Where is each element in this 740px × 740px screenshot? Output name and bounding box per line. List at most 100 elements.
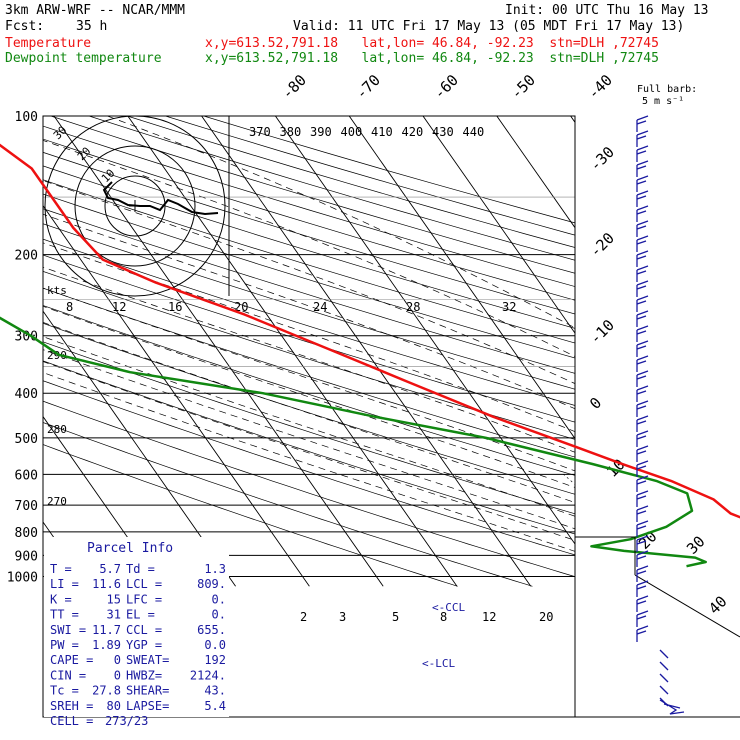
theta-e-label: 270	[47, 495, 67, 508]
parcel-info-key: LCL =	[126, 577, 162, 591]
theta-e-label: 290	[47, 349, 67, 362]
pressure-label: 200	[15, 249, 38, 264]
wind-barb-flag	[636, 480, 647, 485]
isotherm-label: -70	[352, 71, 384, 103]
wind-barb-flag	[636, 510, 647, 515]
plot-frame	[42, 115, 576, 718]
parcel-info-value: 80	[107, 699, 121, 713]
mixing-ratio-label: 8	[440, 610, 447, 624]
hodograph-ring	[74, 145, 196, 267]
pressure-label: 800	[15, 526, 38, 541]
wind-barb-flag	[636, 195, 647, 200]
isotherm-label: 40	[705, 592, 731, 618]
pressure-label: 600	[15, 468, 38, 483]
isotherm-line	[43, 310, 236, 587]
temperature-point-info: x,y=613.52,791.18 lat,lon= 46.84, -92.23…	[205, 36, 659, 51]
isotherm-line	[43, 204, 310, 587]
plot-area	[43, 116, 740, 587]
parcel-info-key: EL =	[126, 608, 155, 622]
parcel-info-value: 31	[107, 608, 121, 622]
mixing-ratio-top-label: 8	[66, 300, 73, 314]
wind-barb-flag	[636, 415, 649, 421]
pressure-label: 700	[15, 499, 38, 514]
wind-barb-flag	[636, 520, 649, 526]
wind-barb-flag	[636, 270, 647, 275]
wind-barb-flag	[636, 555, 647, 560]
parcel-info-value: 43.	[204, 684, 226, 698]
parcel-info-key: SREH =	[50, 699, 93, 713]
wind-barb-flag	[636, 385, 649, 391]
moist-adiabat-line	[43, 180, 575, 384]
wind-barb-flag	[636, 355, 649, 361]
wind-barb-flag	[636, 210, 647, 215]
hodograph-ring-label: 30	[51, 124, 70, 143]
wind-barb-flag	[636, 225, 647, 230]
dry-adiabat-line	[43, 444, 458, 587]
pressure-label: 500	[15, 432, 38, 447]
mixing-ratio-line	[697, 474, 740, 586]
wind-barb-flag	[636, 150, 647, 155]
dry-adiabat-line	[43, 360, 575, 535]
dry-adiabat-line	[43, 322, 575, 495]
wind-barb-flag	[636, 340, 649, 346]
parcel-info-key: CELL =	[50, 714, 93, 728]
wind-barb-flag	[636, 445, 649, 451]
isotherm-line	[496, 116, 575, 229]
wind-barb-flag	[636, 600, 647, 605]
wind-barb-flag	[636, 145, 649, 151]
parcel-info-key: LAPSE=	[126, 699, 169, 713]
wind-barb-flag	[636, 250, 649, 256]
wind-barb-flag	[636, 630, 647, 635]
parcel-info-key: SHEAR=	[126, 684, 169, 698]
wind-barb-flag	[636, 535, 649, 541]
pressure-label: 300	[15, 330, 38, 345]
parcel-info-value: 273/23	[105, 714, 148, 728]
theta-label: 410	[371, 125, 393, 139]
wind-barb-flag	[636, 390, 647, 395]
isotherm-label: -40	[584, 71, 616, 103]
wind-barb-flag	[636, 615, 647, 620]
parcel-info-key: SWEAT=	[126, 653, 169, 667]
wind-barb-flag	[636, 595, 649, 601]
mixing-ratio-label: 20	[539, 610, 553, 624]
parcel-info-value: 0.	[212, 592, 226, 606]
wind-barb-flag	[636, 235, 649, 241]
theta-label: 400	[341, 125, 363, 139]
parcel-info-value: 11.6	[92, 577, 121, 591]
wind-barb-flag	[636, 580, 649, 586]
parcel-info-value: 11.7	[92, 623, 121, 637]
parcel-info-key: LFC =	[126, 592, 162, 606]
parcel-info-value: 2124.	[190, 668, 226, 682]
parcel-info-value: 1.3	[204, 562, 226, 576]
wind-barb-flag	[636, 130, 649, 136]
wind-barb-flag	[636, 370, 649, 376]
dry-adiabat-line	[43, 400, 575, 578]
temperature-legend: Temperature	[5, 36, 92, 51]
isotherm-label: -10	[586, 316, 618, 348]
moist-adiabat-line	[43, 321, 575, 503]
dry-adiabat-line	[43, 270, 575, 440]
wind-barb-flag	[636, 180, 647, 185]
parcel-info-value: 655.	[197, 623, 226, 637]
dry-adiabat-line	[43, 193, 575, 359]
moist-adiabat-line	[43, 139, 575, 357]
theta-label: 420	[402, 125, 424, 139]
wind-barb-flag	[636, 450, 647, 455]
ccl-annotation: <-CCL	[432, 601, 465, 614]
wind-barb-flag	[636, 375, 647, 380]
theta-label: 430	[432, 125, 454, 139]
wind-barb-flag	[636, 120, 647, 125]
moist-adiabat-line	[43, 305, 575, 488]
wind-barb-staff	[659, 649, 669, 659]
parcel-info-key: CAPE =	[50, 653, 93, 667]
isotherm-label: -50	[507, 71, 539, 103]
wind-barb-flag	[636, 315, 647, 320]
wind-barb-flag	[636, 550, 649, 556]
dry-adiabat-line	[43, 422, 533, 587]
parcel-info-key: TT =	[50, 608, 79, 622]
mixing-ratio-label: 3	[339, 610, 346, 624]
dry-adiabat-line	[43, 254, 575, 423]
parcel-info-value: 15	[107, 592, 121, 606]
wind-barb-flag	[636, 565, 649, 571]
moist-adiabat-line	[43, 287, 575, 472]
